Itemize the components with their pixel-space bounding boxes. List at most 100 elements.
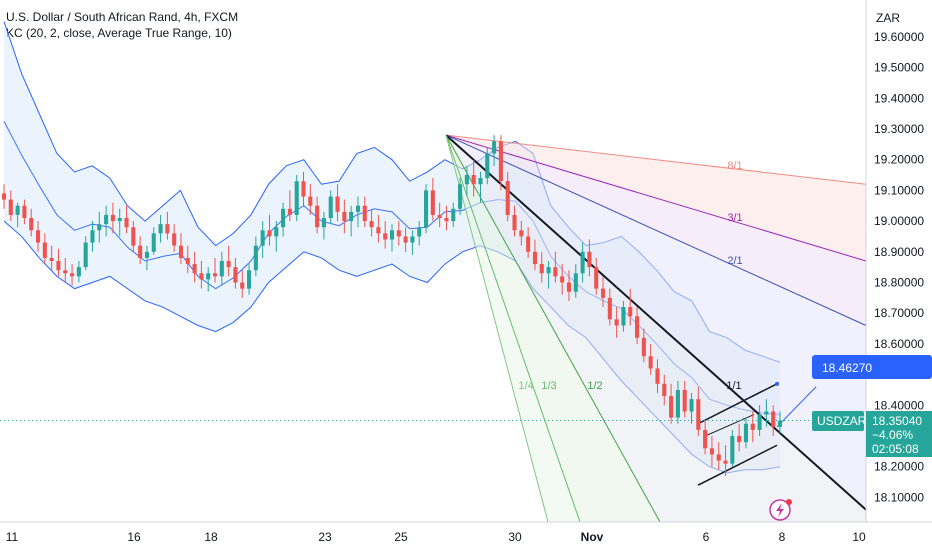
time-tick-label: 10 <box>852 530 866 544</box>
candle-body <box>15 205 20 215</box>
target-price-tag[interactable] <box>812 355 932 379</box>
candle-body <box>764 411 769 415</box>
candle-body <box>206 273 211 280</box>
candle-body <box>743 423 749 443</box>
candle-body <box>158 224 163 234</box>
candle-body <box>185 257 190 265</box>
candle-body <box>689 399 694 412</box>
candle-body <box>716 454 721 461</box>
fan-line[interactable] <box>445 134 867 511</box>
lightning-glyph <box>776 503 784 517</box>
candle-body <box>63 270 68 274</box>
channel-top[interactable] <box>697 383 778 425</box>
candle-body <box>389 230 395 240</box>
candle-body <box>83 242 88 268</box>
price-tick-label: 19.10000 <box>874 183 924 197</box>
channel-bottom[interactable] <box>697 444 778 486</box>
price-tick-label: 18.10000 <box>874 490 924 504</box>
candle-body <box>417 227 422 237</box>
candle-body <box>492 141 497 154</box>
candle-body <box>90 230 95 243</box>
candle-body <box>104 214 109 225</box>
candle-body <box>253 245 258 271</box>
candle-body <box>560 276 565 283</box>
time-axis[interactable]: 11 16 18 23 25 30 Nov 6 8 10 <box>0 521 932 544</box>
price-tick-label: 19.50000 <box>874 61 924 75</box>
time-tick-label: 11 <box>6 530 19 544</box>
candle-body <box>281 208 286 228</box>
drawings[interactable] <box>0 381 866 521</box>
symbol-tag[interactable] <box>812 411 864 431</box>
candle-body <box>750 423 755 430</box>
price-tick-label: 18.80000 <box>874 275 924 289</box>
candlesticks <box>1 135 783 476</box>
candle-body <box>675 389 680 418</box>
candle-body <box>641 337 646 357</box>
chart-title: U.S. Dollar / South African Rand, 4h, FX… <box>6 10 239 24</box>
candle-body <box>355 205 361 212</box>
candle-body <box>349 211 354 222</box>
price-tick-label: 18.70000 <box>874 306 924 320</box>
target-price-value: 18.46270 <box>822 361 872 375</box>
fan-line[interactable] <box>445 134 867 262</box>
price-tick-label: 18.40000 <box>874 398 924 412</box>
candle-body <box>505 181 510 215</box>
candle-body <box>362 205 367 222</box>
candle-body <box>444 218 449 222</box>
fan-label: 3/1 <box>727 212 742 224</box>
fan-line[interactable] <box>445 134 867 326</box>
candle-body <box>226 261 231 268</box>
candle-body <box>410 236 415 243</box>
alert-dot <box>786 499 792 505</box>
fan-line[interactable] <box>445 134 661 523</box>
fan-label: 2/1 <box>727 255 742 267</box>
projection-point[interactable] <box>775 381 779 386</box>
candle-body <box>471 175 476 185</box>
candle-body <box>546 267 551 274</box>
candle-body <box>777 420 783 427</box>
candle-body <box>321 218 326 228</box>
candle-body <box>233 267 238 283</box>
fan-line[interactable] <box>445 134 581 523</box>
projection-line[interactable] <box>776 386 817 428</box>
candle-body <box>532 251 537 265</box>
candle-body <box>430 190 435 215</box>
candle-body <box>219 261 224 277</box>
candle-body <box>662 383 667 397</box>
last-price-tag[interactable] <box>866 411 932 457</box>
symbol-name: USDZAR <box>817 414 867 428</box>
time-tick-label: 23 <box>318 530 332 544</box>
indicator-legend[interactable]: KC (20, 2, close, Average True Range, 10… <box>6 26 232 40</box>
fan-line[interactable] <box>445 134 549 523</box>
candle-body <box>110 214 115 222</box>
last-price-value: 18.35040 <box>872 414 922 428</box>
candle-body <box>124 218 129 228</box>
candle-body <box>247 270 252 289</box>
price-axis[interactable]: ZAR 19.60000 19.50000 19.40000 19.30000 19.20… <box>865 0 924 522</box>
candle-body <box>165 224 170 234</box>
fan-line[interactable] <box>445 134 867 185</box>
candle-body <box>22 205 27 219</box>
candle-body <box>669 396 674 418</box>
candle-body <box>696 399 701 430</box>
time-tick-label: 30 <box>508 530 522 544</box>
candle-body <box>192 264 197 274</box>
candle-body <box>274 227 279 237</box>
currency-label: ZAR <box>876 11 900 25</box>
candle-body <box>294 181 299 215</box>
price-tick-label: 19.00000 <box>874 214 924 228</box>
candle-body <box>587 251 592 268</box>
time-tick-label: 18 <box>204 530 218 544</box>
candle-body <box>301 181 306 197</box>
candle-body <box>478 178 483 185</box>
time-tick-label: 8 <box>779 530 786 544</box>
time-tick-label: Nov <box>581 530 604 544</box>
candle-body <box>35 230 41 243</box>
candle-body <box>260 230 265 246</box>
candle-body <box>594 267 599 289</box>
candle-body <box>458 184 463 209</box>
candle-body <box>335 196 340 212</box>
price-tick-label: 18.20000 <box>874 460 924 474</box>
candle-body <box>730 436 735 464</box>
